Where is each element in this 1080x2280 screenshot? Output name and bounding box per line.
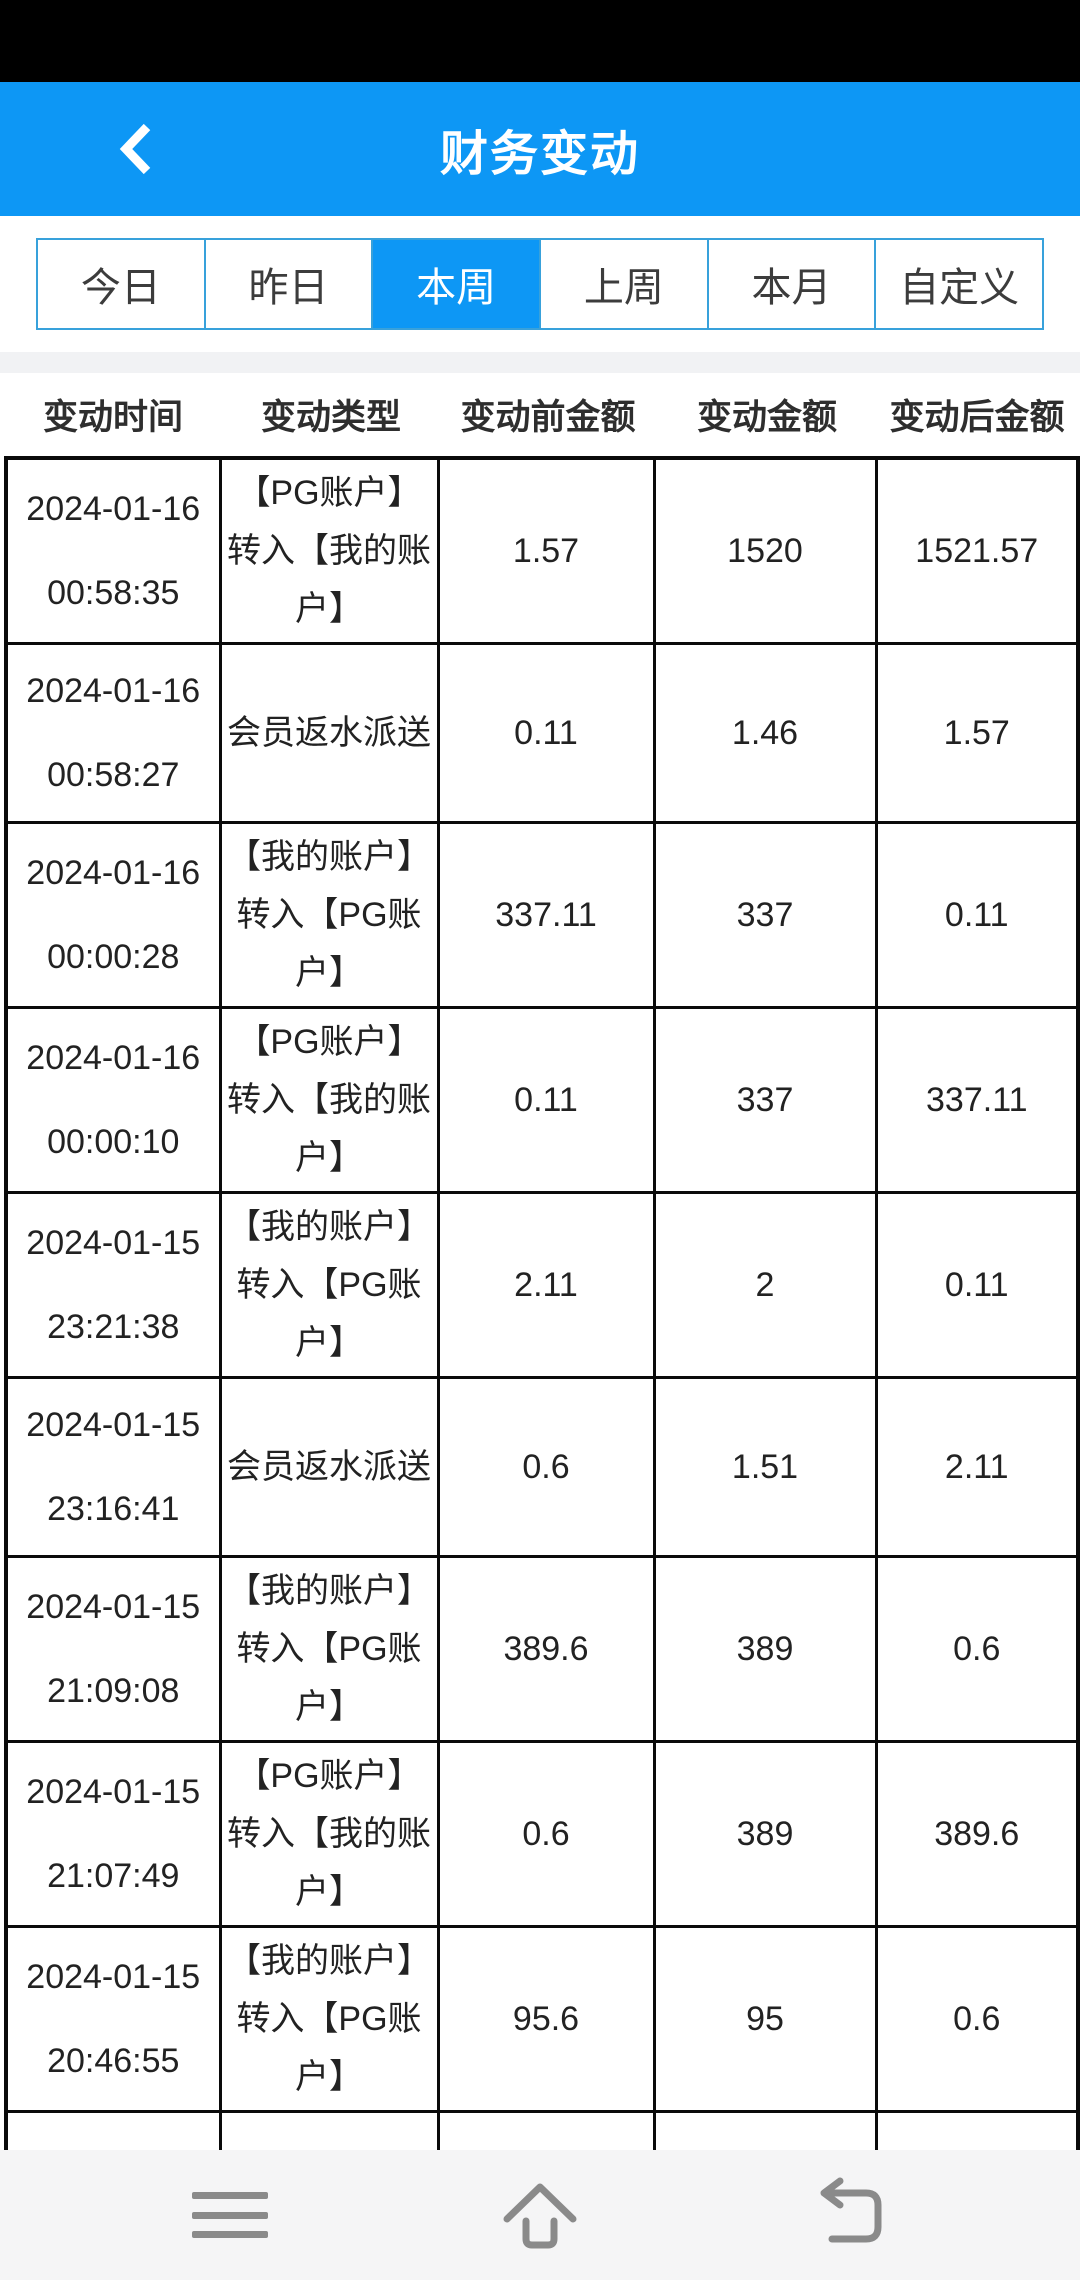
- cell-amount-after: 1.57: [874, 642, 1080, 824]
- column-header-2: 变动前金额: [460, 398, 636, 437]
- status-bar: [0, 0, 1080, 82]
- cell-change-time: 2024-01-15 21:09:08: [4, 1555, 222, 1743]
- cell-amount-change: 337: [652, 821, 878, 1009]
- cell-change-time: 2024-01-15 23:21:38: [4, 1191, 222, 1379]
- cell-amount-after: 0.6: [874, 1555, 1080, 1743]
- cell-amount-after: 1521.57: [874, 456, 1080, 645]
- spacer: [0, 216, 1080, 238]
- nav-menu-button[interactable]: [175, 2170, 285, 2260]
- cell-amount-change: 2: [652, 1191, 878, 1379]
- cell-change-type: 【PG账户】 转入【我的账 户】: [218, 1740, 440, 1928]
- cell-amount-after: 0.6: [874, 1925, 1080, 2113]
- table-row: 2024-01-16 00:00:28 【我的账户】 转入【PG账 户】 337…: [4, 821, 1080, 1009]
- cell-amount-after: 0.11: [874, 821, 1080, 1009]
- filter-tab-custom[interactable]: 自定义: [874, 240, 1043, 328]
- table-column-header-row: 变动时间 变动类型 变动前金额 变动金额 变动后金额: [4, 373, 1076, 456]
- filter-tab-today[interactable]: 今日: [38, 240, 204, 328]
- cell-change-type: 【我的账户】 转入【PG账 户】: [218, 1925, 440, 2113]
- table-row: 2024-01-15 21:09:08 【我的账户】 转入【PG账 户】 389…: [4, 1555, 1080, 1743]
- chevron-left-icon: [119, 123, 151, 175]
- app-header: 财务变动: [0, 82, 1080, 216]
- cell-amount-change: 389: [652, 1555, 878, 1743]
- filter-tab-label: 昨日: [248, 266, 329, 310]
- table-row: 2024-01-15 21:07:49 【PG账户】 转入【我的账 户】 0.6…: [4, 1740, 1080, 1928]
- cell-amount-change: 1.46: [652, 642, 878, 824]
- cell-change-time: 2024-01-15 21:07:49: [4, 1740, 222, 1928]
- cell-amount-after: 2.11: [874, 1376, 1080, 1558]
- cell-amount-before: 2.11: [436, 1191, 656, 1379]
- cell-amount-before: 337.11: [436, 821, 656, 1009]
- table-row: 2024-01-16 00:58:35 【PG账户】 转入【我的账 户】 1.5…: [4, 456, 1080, 645]
- column-header-0: 变动时间: [42, 398, 183, 437]
- filter-tab-label: 上周: [583, 266, 664, 310]
- table-row: 2024-01-16 00:58:27 会员返水派送 0.11 1.46 1.5…: [4, 642, 1080, 824]
- table-row: 2024-01-15 23:16:41 会员返水派送 0.6 1.51 2.11: [4, 1376, 1080, 1558]
- table-row: 2024-01-15 23:21:38 【我的账户】 转入【PG账 户】 2.1…: [4, 1191, 1080, 1379]
- cell-amount-change: 1.51: [652, 1376, 878, 1558]
- cell-change-time: 2024-01-16 00:00:28: [4, 821, 222, 1009]
- back-button[interactable]: [118, 82, 198, 216]
- cell-amount-change: 337: [652, 1006, 878, 1194]
- filter-tab-label: 本月: [751, 266, 832, 310]
- cell-change-time: 2024-01-16 00:58:27: [4, 642, 222, 824]
- table-scroll-area[interactable]: 2024-01-16 00:58:35 【PG账户】 转入【我的账 户】 1.5…: [4, 456, 1080, 2245]
- separator-band: [0, 352, 1080, 373]
- filter-tab-label: 自定义: [899, 266, 1020, 310]
- filter-tab-this-week[interactable]: 本周: [371, 240, 540, 328]
- cell-amount-before: 0.6: [436, 1740, 656, 1928]
- cell-amount-after: 337.11: [874, 1006, 1080, 1194]
- filter-tab-yesterday[interactable]: 昨日: [203, 240, 372, 328]
- filter-tab-bar: 今日 昨日 本周 上周 本月 自定义: [36, 238, 1044, 330]
- cell-amount-before: 1.57: [436, 456, 656, 645]
- filter-tab-this-month[interactable]: 本月: [706, 240, 875, 328]
- cell-amount-after: 389.6: [874, 1740, 1080, 1928]
- cell-change-time: 2024-01-16 00:58:35: [4, 456, 222, 645]
- home-icon: [503, 2183, 577, 2249]
- filter-tab-label: 今日: [80, 266, 161, 310]
- cell-change-type: 【我的账户】 转入【PG账 户】: [218, 1555, 440, 1743]
- cell-amount-before: 0.11: [436, 1006, 656, 1194]
- cell-amount-change: 389: [652, 1740, 878, 1928]
- cell-change-type: 【PG账户】 转入【我的账 户】: [218, 456, 440, 645]
- cell-change-time: 2024-01-15 20:46:55: [4, 1925, 222, 2113]
- cell-amount-change: 95: [652, 1925, 878, 2113]
- cell-change-type: 会员返水派送: [218, 642, 440, 824]
- column-header-1: 变动类型: [260, 398, 401, 437]
- cell-amount-change: 1520: [652, 456, 878, 645]
- nav-home-button[interactable]: [485, 2170, 595, 2260]
- cell-amount-after: 0.11: [874, 1191, 1080, 1379]
- bottom-nav-bar: [0, 2150, 1080, 2280]
- cell-amount-before: 95.6: [436, 1925, 656, 2113]
- back-icon: [820, 2177, 882, 2243]
- column-header-3: 变动金额: [696, 398, 837, 437]
- table-row: 2024-01-16 00:00:10 【PG账户】 转入【我的账 户】 0.1…: [4, 1006, 1080, 1194]
- filter-tab-last-week[interactable]: 上周: [539, 240, 707, 328]
- cell-change-type: 【PG账户】 转入【我的账 户】: [218, 1006, 440, 1194]
- cell-change-time: 2024-01-16 00:00:10: [4, 1006, 222, 1194]
- page-title: 财务变动: [439, 128, 640, 181]
- cell-change-type: 【我的账户】 转入【PG账 户】: [218, 821, 440, 1009]
- column-header-4: 变动后金额: [889, 398, 1065, 437]
- table-row: 2024-01-15 20:46:55 【我的账户】 转入【PG账 户】 95.…: [4, 1925, 1080, 2113]
- cell-change-type: 【我的账户】 转入【PG账 户】: [218, 1191, 440, 1379]
- cell-change-type: 会员返水派送: [218, 1376, 440, 1558]
- cell-change-time: 2024-01-15 23:16:41: [4, 1376, 222, 1558]
- cell-amount-before: 389.6: [436, 1555, 656, 1743]
- table-body: 2024-01-16 00:58:35 【PG账户】 转入【我的账 户】 1.5…: [4, 456, 1080, 2245]
- cell-amount-before: 0.11: [436, 642, 656, 824]
- menu-icon: [192, 2192, 268, 2238]
- finance-change-table: 2024-01-16 00:58:35 【PG账户】 转入【我的账 户】 1.5…: [4, 456, 1080, 2245]
- spacer: [0, 330, 1080, 352]
- cell-amount-before: 0.6: [436, 1376, 656, 1558]
- filter-tab-label: 本周: [416, 266, 497, 310]
- nav-back-button[interactable]: [795, 2170, 905, 2260]
